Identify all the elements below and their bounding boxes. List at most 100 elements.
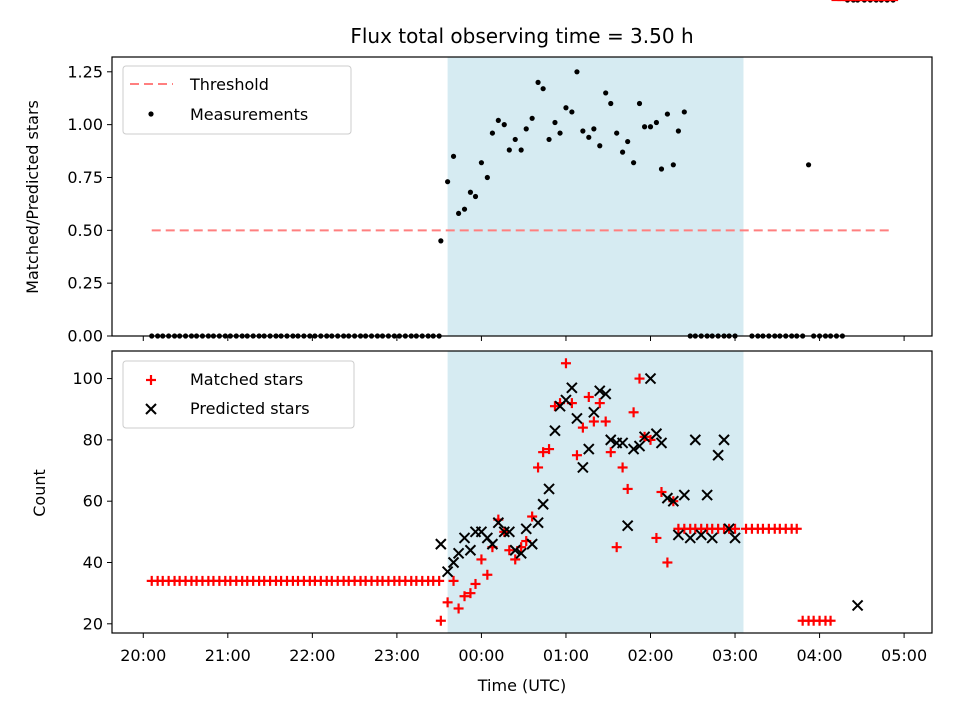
predicted-point-b bbox=[684, 532, 696, 544]
predicted-point-b bbox=[678, 489, 691, 501]
matched-point bbox=[442, 597, 453, 608]
measurement-point bbox=[597, 143, 603, 149]
legend-predicted-swatch bbox=[145, 403, 157, 415]
predicted-point bbox=[464, 544, 477, 556]
legend-matched-swatch bbox=[146, 375, 156, 385]
y-tick-label: 0.25 bbox=[67, 274, 103, 293]
predicted-point-b bbox=[566, 382, 578, 394]
x-tick-label: 22:00 bbox=[289, 646, 335, 665]
matched-point bbox=[730, 523, 741, 534]
predicted-point bbox=[627, 443, 640, 455]
predicted-point bbox=[509, 544, 521, 556]
y-tick-label: 0.75 bbox=[67, 168, 103, 187]
matched-point bbox=[549, 401, 560, 412]
measurement-point bbox=[552, 119, 558, 126]
bottom-axes-frame bbox=[111, 350, 933, 634]
predicted-point bbox=[718, 434, 730, 446]
predicted-point-b bbox=[458, 532, 471, 544]
predicted-point bbox=[616, 437, 629, 449]
y-tick-label: 1.00 bbox=[67, 115, 103, 134]
predicted-point bbox=[520, 523, 532, 535]
predicted-point bbox=[695, 529, 707, 541]
measurement-point bbox=[478, 160, 485, 166]
measurement-point bbox=[501, 122, 507, 128]
predicted-point bbox=[526, 538, 538, 550]
matched-point bbox=[634, 373, 645, 384]
predicted-point-b bbox=[509, 544, 521, 556]
matched-point bbox=[533, 462, 544, 473]
matched-point bbox=[662, 557, 673, 568]
measurement-point bbox=[574, 69, 580, 75]
predicted-point-b bbox=[718, 434, 730, 446]
matched-point bbox=[628, 407, 639, 418]
predicted-point bbox=[537, 498, 549, 510]
predicted-point-b bbox=[549, 424, 561, 437]
predicted-point-b bbox=[594, 385, 606, 397]
matched-point bbox=[571, 450, 582, 461]
predicted-point-b bbox=[498, 526, 510, 538]
measurement-point bbox=[569, 109, 575, 115]
matched-point bbox=[470, 578, 481, 589]
matched-point bbox=[465, 588, 476, 599]
predicted-point bbox=[577, 461, 589, 474]
predicted-point-b bbox=[543, 483, 555, 495]
matched-point bbox=[825, 615, 836, 626]
measurement-point bbox=[455, 210, 462, 217]
bottom-panel: 20 40 60 80 100 20:00 21:00 22:00 23:00 00:00 01:… bbox=[30, 0, 933, 695]
x-tick-label: 05:00 bbox=[881, 646, 927, 665]
predicted-point bbox=[672, 529, 685, 541]
matched-point bbox=[583, 391, 594, 402]
matched-point bbox=[611, 542, 622, 553]
matched-point bbox=[605, 447, 616, 458]
predicted-point-b bbox=[481, 532, 494, 544]
predicted-point-b bbox=[672, 529, 685, 541]
predicted-point bbox=[560, 394, 572, 406]
predicted-point bbox=[594, 385, 606, 397]
bottom-legend: Matched stars Predicted stars bbox=[122, 360, 355, 429]
predicted-point-b bbox=[650, 428, 663, 440]
x-tick-label: 04:00 bbox=[797, 646, 843, 665]
predicted-point bbox=[655, 437, 668, 449]
measurement-point bbox=[664, 111, 671, 117]
predicted-point-b bbox=[706, 532, 718, 544]
predicted-point-b bbox=[583, 443, 595, 455]
predicted-point bbox=[661, 492, 674, 504]
measurement-point bbox=[675, 128, 681, 134]
chart-title: Flux total observing time = 3.50 h bbox=[350, 24, 693, 48]
measurement-point bbox=[586, 134, 592, 140]
top-panel: 0.00 0.25 0.50 0.75 1.00 1.25 Matched/Predict… bbox=[23, 0, 933, 346]
predicted-point bbox=[678, 489, 691, 501]
measurement-point bbox=[658, 166, 665, 172]
predicted-point-b bbox=[452, 547, 465, 560]
predicted-point-b bbox=[515, 547, 527, 560]
predicted-point-b bbox=[644, 372, 657, 385]
measurement-point bbox=[563, 105, 569, 111]
top-y-ticks: 0.00 0.25 0.50 0.75 1.00 1.25 bbox=[67, 62, 112, 346]
measurement-point bbox=[557, 130, 563, 136]
measurement-point bbox=[614, 130, 620, 136]
measurement-point bbox=[450, 153, 457, 159]
predicted-point-b bbox=[599, 388, 612, 400]
legend-measurements-swatch bbox=[148, 111, 154, 117]
measurement-point bbox=[495, 117, 501, 124]
x-tick-label: 02:00 bbox=[627, 646, 673, 665]
y-tick-label: 0.50 bbox=[67, 221, 103, 240]
bottom-x-ticks: 20:00 21:00 22:00 23:00 00:00 01:00 02:00 03:00… bbox=[120, 633, 927, 665]
matched-point bbox=[600, 416, 611, 427]
matched-point bbox=[622, 483, 633, 494]
predicted-point-b bbox=[667, 495, 680, 507]
measurement-point bbox=[641, 124, 648, 130]
measurement-point bbox=[529, 115, 535, 121]
predicted-point bbox=[549, 424, 561, 437]
matched-point bbox=[617, 462, 628, 473]
legend-predicted-label: Predicted stars bbox=[190, 399, 310, 418]
x-tick-label: 21:00 bbox=[205, 646, 251, 665]
matched-point bbox=[504, 545, 515, 556]
predicted-point-b bbox=[701, 489, 713, 501]
predicted-point-b bbox=[520, 523, 532, 535]
y-tick-label: 100 bbox=[72, 369, 103, 388]
predicted-point bbox=[515, 547, 527, 560]
predicted-point bbox=[566, 382, 578, 394]
y-tick-label: 40 bbox=[83, 553, 103, 572]
predicted-point bbox=[684, 532, 696, 544]
